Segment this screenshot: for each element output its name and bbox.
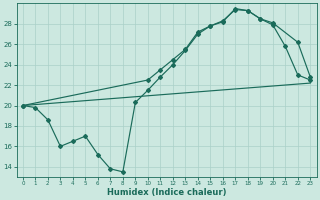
X-axis label: Humidex (Indice chaleur): Humidex (Indice chaleur) (107, 188, 226, 197)
